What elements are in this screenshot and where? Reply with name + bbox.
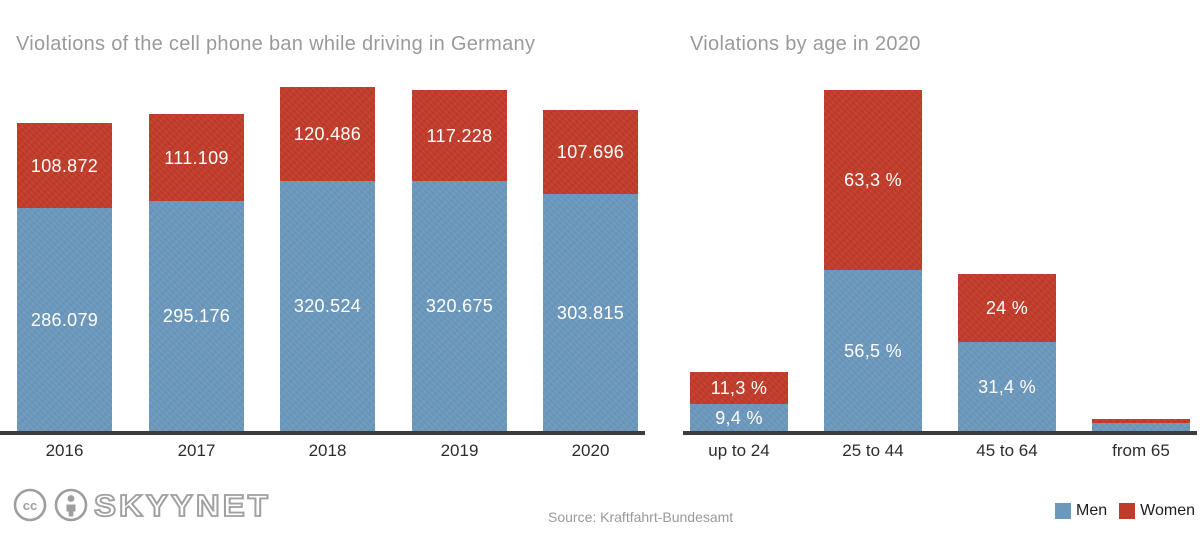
svg-text:cc: cc (23, 498, 37, 513)
stacked-bar-2016: 108.872 286.079 (17, 123, 112, 431)
bar-value-label: 56,5 % (844, 340, 902, 361)
bar-value-label: 295.176 (162, 306, 231, 326)
bar-segment-women: 11,3 % (690, 372, 788, 404)
x-axis-ticks-by-age: up to 24 25 to 44 45 to 64 from 65 (683, 441, 1197, 465)
bar-segment-women: 107.696 (543, 110, 638, 194)
legend-swatch-women (1119, 503, 1136, 519)
bar-segment-men: 320.524 (280, 181, 375, 431)
bar-segment-women: 120.486 (280, 87, 375, 181)
stacked-bar-up-to-24: 11,3 % 9,4 % (690, 372, 788, 431)
x-tick-label: 25 to 44 (842, 441, 904, 460)
bar-value-label: 24 % (985, 298, 1029, 318)
bar-segment-men: 295.176 (149, 201, 244, 431)
bar-segment-men (1092, 423, 1190, 431)
chart-violations-by-age: Violations by age in 2020 11,3 % 9,4 % 63,… (683, 0, 1197, 470)
source-note: Source: Kraftfahrt-Bundesamt (548, 509, 734, 525)
bar-value-label: 120.486 (293, 124, 362, 144)
bar-segment-women (1092, 419, 1190, 423)
bar-value-label: 117.228 (426, 125, 493, 146)
bar-segment-men: 56,5 % (824, 270, 922, 431)
bar-value-label: 286.079 (30, 309, 99, 330)
legend-label: Women (1140, 502, 1195, 519)
x-tick-label: 2018 (308, 441, 347, 460)
x-axis-line-by-year (0, 431, 645, 435)
legend-label: Men (1076, 502, 1108, 519)
plot-area-by-age: 11,3 % 9,4 % 63,3 % 56,5 % 24 % 31,4 % (683, 0, 1197, 431)
bar-segment-women: 63,3 % (824, 90, 922, 270)
stacked-bar-25-to-44: 63,3 % 56,5 % (824, 90, 922, 431)
bar-segment-men: 320.675 (412, 181, 507, 431)
bar-value-label: 9,4 % (715, 407, 763, 428)
plot-area-by-year: 108.872 286.079 111.109 295.176 120.486 320.5… (0, 0, 645, 431)
chart-title-by-year: Violations of the cell phone ban while d… (16, 33, 536, 55)
stacked-bar-from-65 (1092, 419, 1190, 431)
logo-wordmark: SKYYNET (93, 487, 271, 523)
bar-value-label: 63,3 % (844, 170, 902, 190)
legend-item-men: Men (1055, 502, 1107, 520)
bar-value-label: 303.815 (556, 302, 625, 323)
bar-value-label: 320.675 (425, 296, 494, 316)
bar-segment-men: 286.079 (17, 208, 112, 431)
x-axis-line-by-age (683, 431, 1197, 435)
x-tick-label: 2016 (45, 441, 84, 460)
x-tick-label: from 65 (1112, 441, 1170, 460)
stacked-bar-2020: 107.696 303.815 (543, 110, 638, 431)
x-axis-ticks-by-year: 2016 2017 2018 2019 2020 (0, 441, 645, 465)
bar-segment-men: 9,4 % (690, 404, 788, 431)
brand-logo: cc SKYYNET (12, 487, 271, 523)
creative-commons-icon: cc (13, 488, 47, 522)
stacked-bar-2018: 120.486 320.524 (280, 87, 375, 431)
stacked-bar-45-to-64: 24 % 31,4 % (958, 274, 1056, 431)
chart-violations-by-year: Violations of the cell phone ban while d… (0, 0, 645, 470)
legend-item-women: Women (1119, 502, 1195, 520)
stacked-bar-2017: 111.109 295.176 (149, 114, 244, 431)
x-tick-label: 2020 (571, 441, 610, 460)
legend: Men Women (1055, 502, 1195, 520)
bar-segment-men: 31,4 % (958, 342, 1056, 431)
bar-value-label: 11,3 % (710, 378, 768, 398)
legend-swatch-men (1055, 503, 1072, 519)
bar-value-label: 320.524 (293, 296, 362, 316)
bar-value-label: 107.696 (556, 142, 625, 162)
chart-title-by-age: Violations by age in 2020 (690, 33, 921, 55)
x-tick-label: 2019 (440, 441, 479, 460)
x-tick-label: 2017 (177, 441, 216, 460)
x-tick-label: up to 24 (708, 441, 770, 460)
bar-segment-women: 108.872 (17, 123, 112, 208)
bar-value-label: 108.872 (30, 155, 99, 176)
bar-segment-women: 111.109 (149, 114, 244, 201)
bar-segment-men: 303.815 (543, 194, 638, 431)
x-tick-label: 45 to 64 (976, 441, 1038, 460)
bar-segment-women: 117.228 (412, 90, 507, 181)
stacked-bar-2019: 117.228 320.675 (412, 90, 507, 431)
cc-attribution-person-icon (54, 488, 88, 522)
bar-value-label: 31,4 % (978, 376, 1036, 397)
bar-value-label: 111.109 (164, 147, 229, 168)
bar-segment-women: 24 % (958, 274, 1056, 342)
